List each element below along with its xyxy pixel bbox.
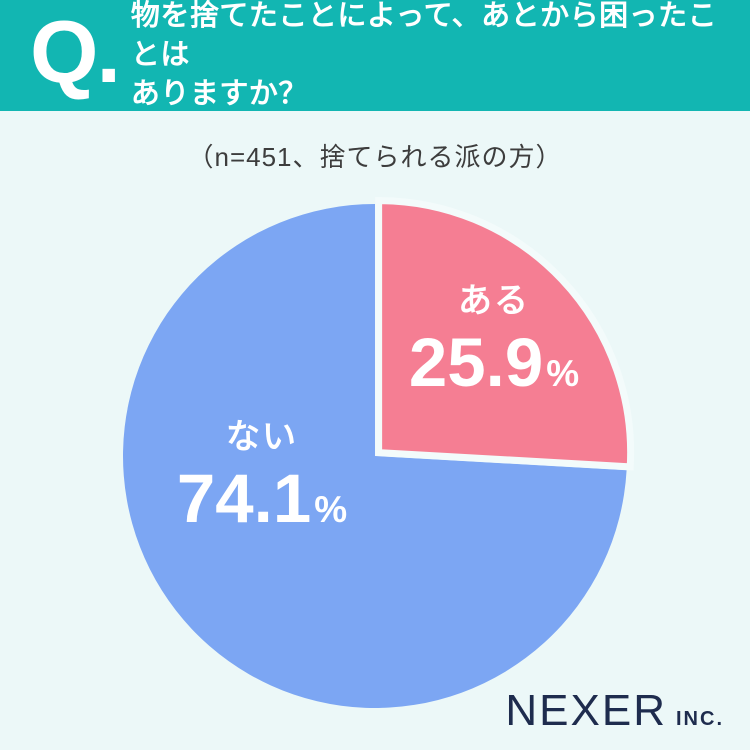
nexer-logo-main: NEXER bbox=[505, 686, 667, 735]
nexer-logo-suffix: INC. bbox=[676, 708, 724, 730]
pie-slice-nai bbox=[123, 204, 627, 709]
slice-name-nai: ない bbox=[225, 418, 298, 456]
question-line-1: 物を捨てたことによって、あとから困ったことは bbox=[130, 0, 718, 71]
slice-value-number-nai: 74.1 bbox=[176, 460, 312, 538]
q-mark-logo: Q. bbox=[30, 1, 121, 101]
label-aru: ある 25.9% bbox=[409, 282, 579, 397]
slice-percent-sign-aru: % bbox=[546, 353, 580, 395]
pie-slice-aru bbox=[375, 197, 635, 471]
slice-value-aru: 25.9% bbox=[409, 328, 579, 397]
slice-name-aru: ある bbox=[457, 282, 530, 320]
slice-percent-sign-nai: % bbox=[314, 489, 348, 531]
question-line-2: ありますか？ bbox=[130, 78, 308, 110]
slice-value-nai: 74.1% bbox=[177, 464, 347, 533]
label-nai: ない 74.1% bbox=[177, 418, 347, 533]
question-text: 物を捨てたことによって、あとから困ったことは ありますか？ bbox=[131, 0, 730, 114]
slice-value-number-aru: 25.9 bbox=[408, 324, 544, 402]
question-header: Q. 物を捨てたことによって、あとから困ったことは ありますか？ bbox=[0, 0, 750, 111]
sample-note: （n=451、捨てられる派の方） bbox=[187, 142, 563, 172]
nexer-logo: NEXER INC. bbox=[505, 689, 724, 733]
